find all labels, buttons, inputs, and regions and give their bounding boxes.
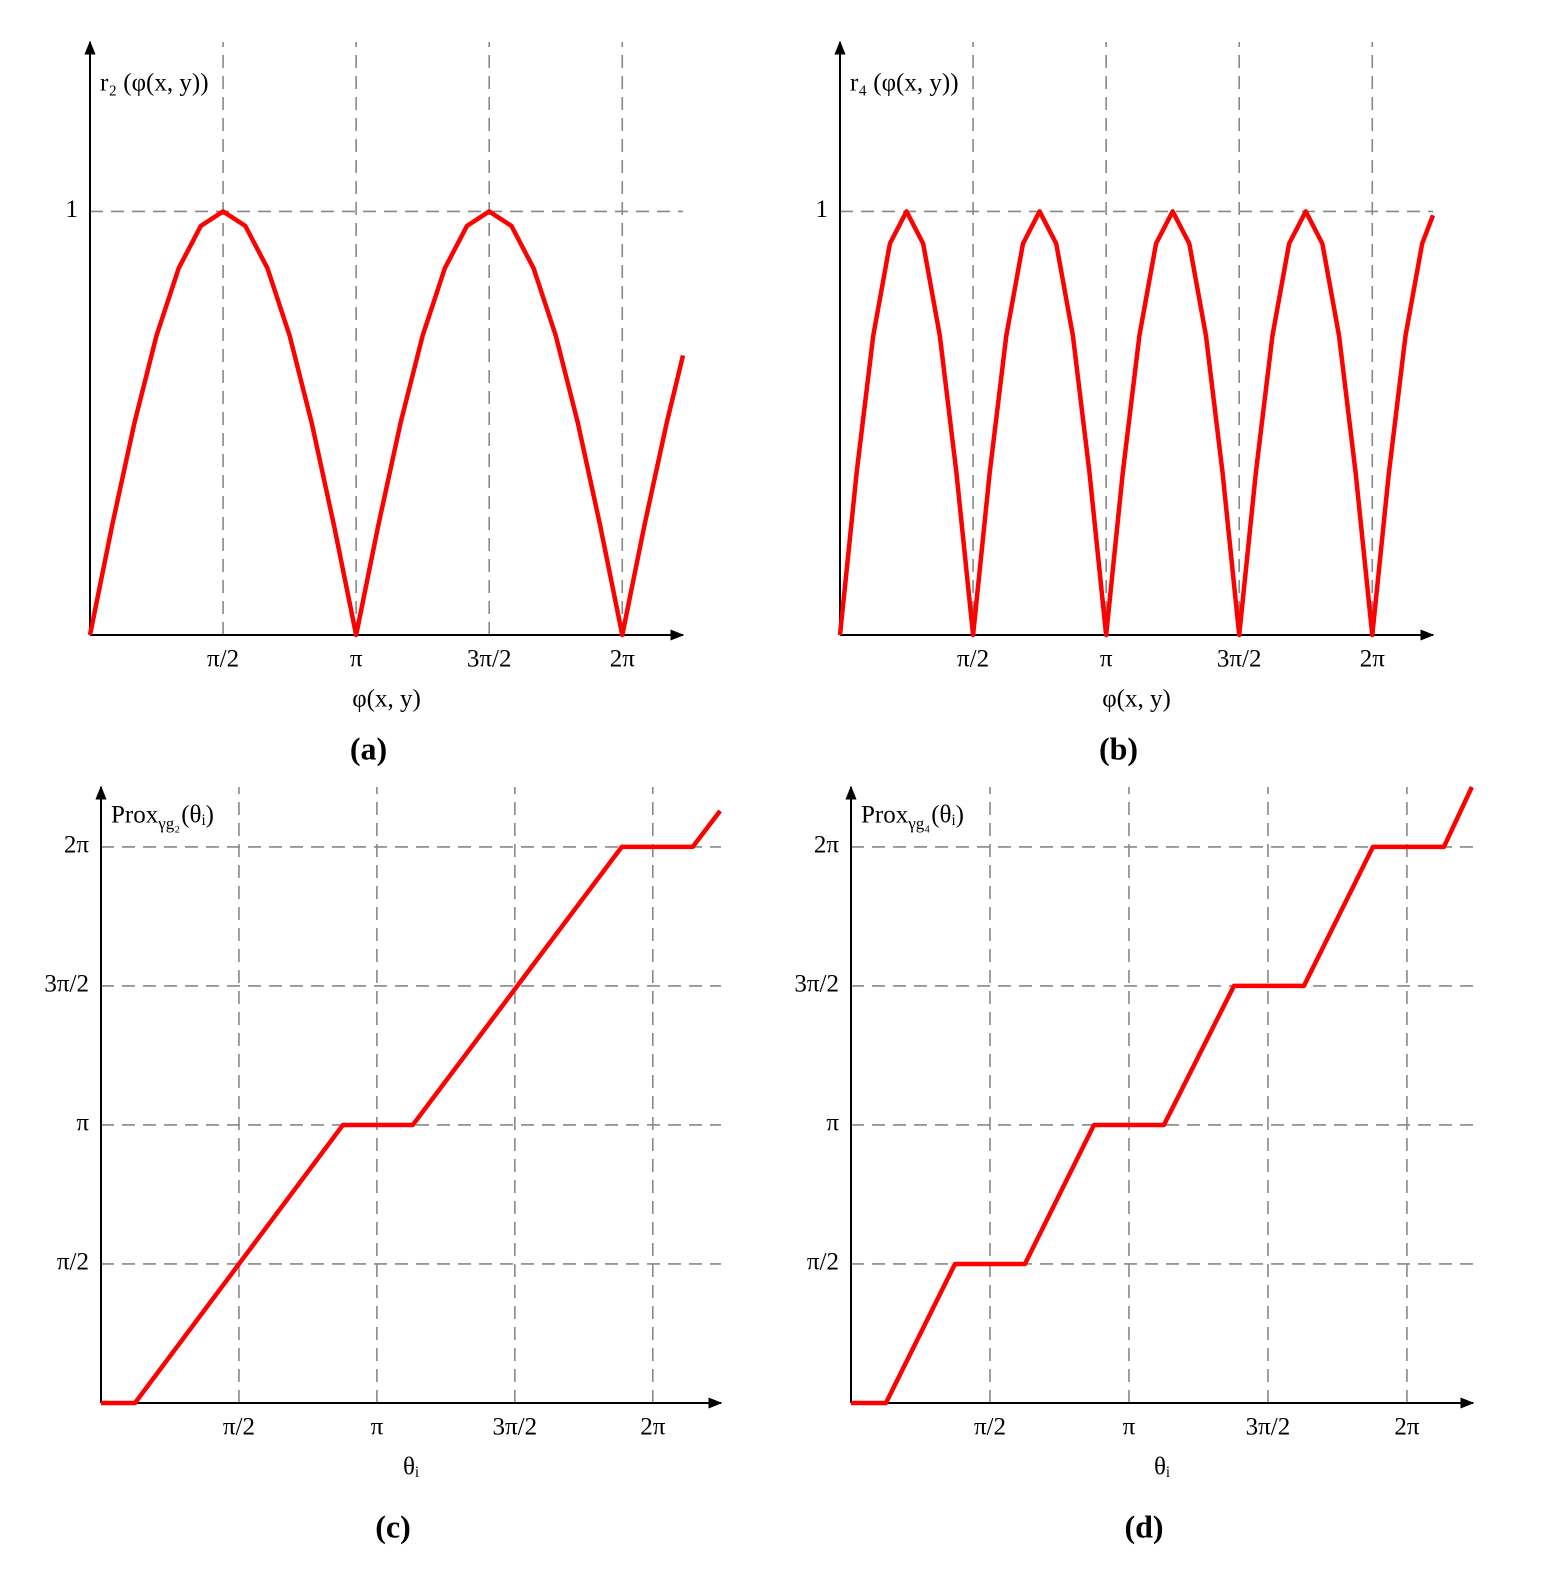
x-tick-label: 3π/2 (467, 646, 512, 673)
x-tick-label: 2π (640, 1414, 666, 1441)
x-tick-label: π (1100, 646, 1113, 673)
caption: (a) (350, 730, 387, 766)
x-tick-label: 2π (610, 646, 636, 673)
y-axis-label-sub: γg₄ (907, 814, 930, 833)
y-tick-label: 3π/2 (44, 971, 89, 998)
y-tick-label: 1 (66, 196, 79, 223)
y-tick-label: π (826, 1110, 839, 1137)
y-axis-label-end: (θᵢ) (181, 802, 214, 829)
caption: (b) (1099, 730, 1138, 766)
x-tick-label: π (350, 646, 363, 673)
x-axis-label: φ(x, y) (1102, 686, 1171, 713)
x-tick-label: π/2 (223, 1414, 255, 1441)
caption: (d) (1124, 1508, 1163, 1544)
x-tick-label: 2π (1360, 646, 1386, 673)
x-tick-label: π (371, 1414, 384, 1441)
x-tick-label: 3π/2 (1217, 646, 1262, 673)
y-tick-label: π/2 (57, 1249, 89, 1276)
x-tick-label: 3π/2 (1246, 1414, 1291, 1441)
y-tick-label: π/2 (807, 1249, 839, 1276)
x-tick-label: 2π (1394, 1414, 1420, 1441)
y-tick-label: 3π/2 (794, 971, 839, 998)
data-line (101, 809, 722, 1406)
x-tick-label: π/2 (974, 1414, 1006, 1441)
y-axis-label-end: (θᵢ) (931, 802, 964, 829)
y-tick-label: 2π (814, 832, 840, 859)
x-axis-label: θᵢ (1154, 1454, 1170, 1481)
data-line (87, 209, 686, 638)
y-axis-label: r₂ (φ(x, y)) (100, 70, 209, 97)
y-axis-label: Prox (111, 802, 159, 829)
y-tick-label: 1 (816, 196, 829, 223)
x-tick-label: π/2 (207, 646, 239, 673)
x-tick-label: 3π/2 (493, 1414, 538, 1441)
caption: (c) (375, 1508, 411, 1544)
x-tick-label: π/2 (957, 646, 989, 673)
y-axis-label-sub: γg₂ (157, 814, 180, 833)
y-tick-label: π (76, 1110, 89, 1137)
x-tick-label: π (1123, 1414, 1136, 1441)
y-axis-label: Prox (861, 802, 909, 829)
data-line (837, 209, 1436, 638)
y-axis-label: r₄ (φ(x, y)) (850, 70, 959, 97)
y-tick-label: 2π (64, 832, 90, 859)
x-axis-label: θᵢ (403, 1454, 419, 1481)
data-line (851, 786, 1474, 1406)
x-axis-label: φ(x, y) (352, 686, 421, 713)
